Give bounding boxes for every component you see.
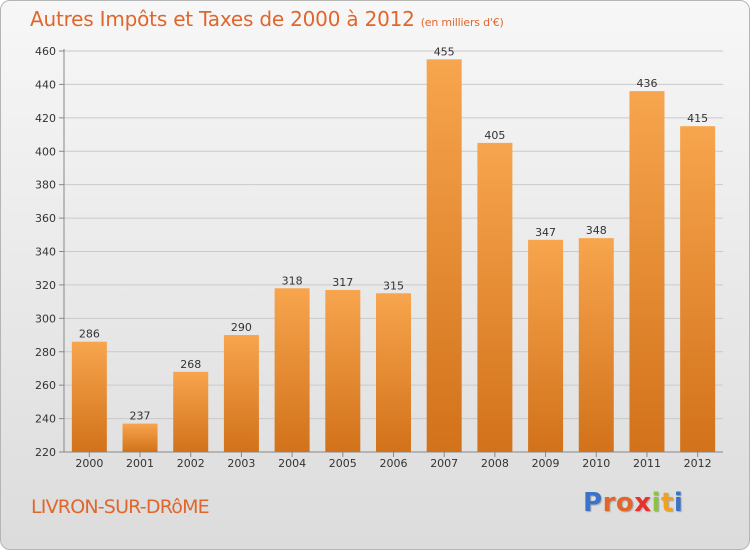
data-label: 290	[231, 321, 252, 334]
data-label: 286	[79, 328, 100, 341]
logo-letter: i	[673, 488, 684, 518]
data-label: 237	[130, 410, 151, 423]
bars	[71, 59, 716, 453]
y-tick-label: 420	[35, 112, 56, 125]
logo-letter: o	[615, 488, 635, 518]
data-label: 436	[636, 77, 657, 90]
bar	[578, 238, 614, 452]
y-tick-label: 400	[35, 145, 56, 158]
data-label: 317	[332, 276, 353, 289]
data-labels: 286 237 268 290 318 317 315 455 405 347 348 436 415	[79, 45, 708, 422]
y-tick-label: 360	[35, 212, 56, 225]
proxiti-logo: Proxiti	[583, 488, 683, 518]
logo-letter: P	[583, 488, 603, 518]
x-tick-label: 2002	[177, 457, 205, 470]
bar	[426, 59, 462, 453]
x-tick-label: 2003	[227, 457, 255, 470]
y-tick-label: 340	[35, 246, 56, 259]
y-tick-label: 220	[35, 446, 56, 459]
x-tick-label: 2004	[278, 457, 306, 470]
data-label: 318	[282, 274, 303, 287]
x-tick-label: 2010	[582, 457, 610, 470]
bar	[477, 142, 513, 453]
y-tick-label: 380	[35, 179, 56, 192]
bar	[325, 289, 361, 452]
x-tick-label: 2005	[329, 457, 357, 470]
data-label: 315	[383, 279, 404, 292]
y-tick-label: 440	[35, 78, 56, 91]
logo-letter: x	[634, 488, 652, 518]
bar	[680, 126, 716, 452]
bar	[71, 341, 107, 452]
x-tick-label: 2006	[380, 457, 408, 470]
bar	[376, 293, 411, 452]
y-tick-label: 300	[35, 312, 56, 325]
logo-letter: r	[602, 488, 616, 518]
x-tick-label: 2008	[481, 457, 509, 470]
x-tick-label: 2001	[126, 457, 154, 470]
bar	[173, 371, 209, 452]
bar	[122, 423, 158, 452]
axes: 220 240 260 280 300 320 340 360 380 400 420 440 460 2…	[35, 45, 723, 470]
data-label: 348	[586, 224, 607, 237]
y-tick-label: 280	[35, 346, 56, 359]
y-tick-label: 240	[35, 413, 56, 426]
x-tick-label: 2009	[532, 457, 560, 470]
bar	[629, 91, 665, 452]
x-tick-label: 2000	[75, 457, 103, 470]
logo-letter: t	[660, 488, 674, 518]
logo-letter: i	[651, 488, 661, 518]
y-tick-label: 320	[35, 279, 56, 292]
data-label: 455	[434, 45, 455, 58]
y-tick-label: 260	[35, 379, 56, 392]
bar	[223, 335, 259, 452]
bar	[274, 288, 310, 452]
data-label: 415	[687, 112, 708, 125]
data-label: 405	[484, 129, 505, 142]
x-tick-label: 2012	[684, 457, 712, 470]
bar	[528, 239, 564, 452]
data-label: 347	[535, 226, 556, 239]
x-tick-label: 2007	[430, 457, 458, 470]
chart-title-text: Autres Impôts et Taxes de 2000 à 2012	[30, 7, 415, 31]
commune-name: LIVRON-SUR-DRôME	[31, 496, 210, 518]
x-tick-label: 2011	[633, 457, 661, 470]
chart-subtitle: (en milliers d'€)	[420, 16, 504, 29]
y-tick-label: 460	[35, 45, 56, 58]
chart-title: Autres Impôts et Taxes de 2000 à 2012 (en…	[30, 7, 504, 31]
data-label: 268	[180, 358, 201, 371]
